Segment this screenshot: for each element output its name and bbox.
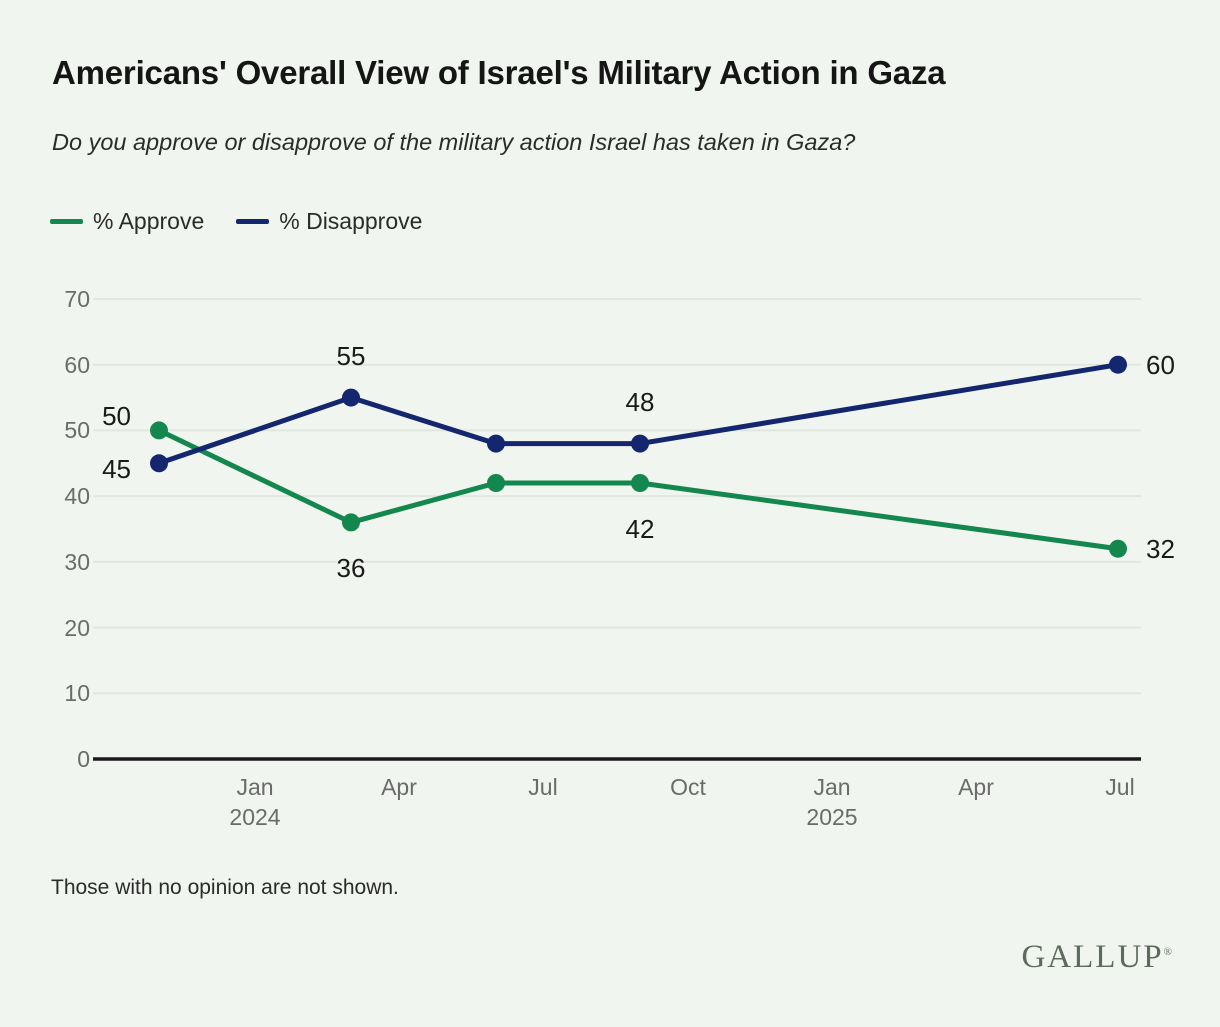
legend-item-approve[interactable]: % Approve [50, 208, 204, 234]
x-tick-month: Apr [381, 774, 417, 800]
data-point-label: 36 [336, 553, 366, 584]
y-axis-tick-label: 30 [64, 548, 90, 575]
data-point[interactable] [1109, 355, 1127, 374]
data-point-label: 42 [625, 514, 655, 544]
data-point-label: 45 [102, 454, 131, 485]
chart-legend: % Approve % Disapprove [50, 208, 422, 234]
data-point[interactable] [150, 421, 168, 440]
legend-swatch-disapprove [236, 218, 270, 224]
x-tick-month: Jan [813, 774, 851, 800]
y-axis-tick-label: 40 [64, 483, 90, 510]
data-point-label: 60 [1146, 349, 1175, 380]
x-axis-tick-label: Jan 2025 [752, 772, 912, 832]
legend-label-approve: % Approve [93, 208, 205, 234]
data-point-label: 55 [336, 340, 366, 371]
x-tick-month: Jul [1105, 774, 1135, 800]
x-tick-month: Apr [958, 774, 994, 800]
legend-label-disapprove: % Disapprove [279, 208, 423, 234]
x-axis-tick-label: Apr [319, 772, 479, 802]
y-axis-tick-label: 70 [64, 286, 90, 312]
data-point[interactable] [150, 454, 168, 473]
y-axis-tick-label: 0 [77, 746, 90, 772]
data-point-label: 48 [625, 386, 655, 417]
data-point[interactable] [342, 513, 360, 532]
x-tick-year: 2024 [229, 804, 281, 830]
x-axis-tick-label: Oct [608, 772, 768, 802]
data-point-label: 50 [102, 401, 131, 432]
y-axis-tick-label: 20 [64, 614, 90, 641]
x-tick-month: Oct [670, 774, 706, 800]
registered-mark: ® [1163, 946, 1172, 958]
data-point[interactable] [487, 434, 505, 453]
page-title: Americans' Overall View of Israel's Mili… [52, 54, 946, 91]
y-axis-tick-label: 50 [64, 417, 90, 444]
data-point-label: 32 [1146, 533, 1175, 564]
x-axis-tick-label: Jan 2024 [175, 772, 335, 832]
gallup-logo: GALLUP® [1021, 934, 1172, 975]
x-tick-year: 2025 [806, 804, 858, 830]
data-point[interactable] [631, 474, 649, 492]
gallup-logo-text: GALLUP [1021, 939, 1164, 975]
data-point[interactable] [631, 434, 649, 453]
data-point[interactable] [342, 388, 360, 407]
y-axis-tick-label: 10 [64, 680, 90, 707]
x-axis-tick-label: Apr [896, 772, 1056, 802]
data-point[interactable] [487, 474, 505, 492]
x-tick-month: Jan [236, 774, 274, 800]
x-tick-month: Jul [528, 774, 558, 800]
data-point[interactable] [1109, 539, 1127, 558]
footnote: Those with no opinion are not shown. [51, 876, 399, 899]
legend-swatch-approve [50, 218, 83, 224]
chart-subtitle: Do you approve or disapprove of the mili… [52, 129, 856, 155]
legend-item-disapprove[interactable]: % Disapprove [236, 208, 422, 234]
y-axis-tick-label: 60 [64, 351, 90, 378]
x-axis-tick-label: Jul [1040, 772, 1200, 802]
x-axis-tick-label: Jul [463, 772, 623, 802]
